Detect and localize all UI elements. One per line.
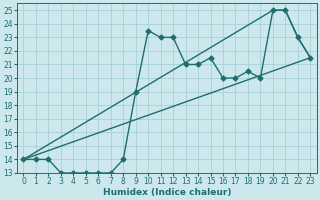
- X-axis label: Humidex (Indice chaleur): Humidex (Indice chaleur): [103, 188, 231, 197]
